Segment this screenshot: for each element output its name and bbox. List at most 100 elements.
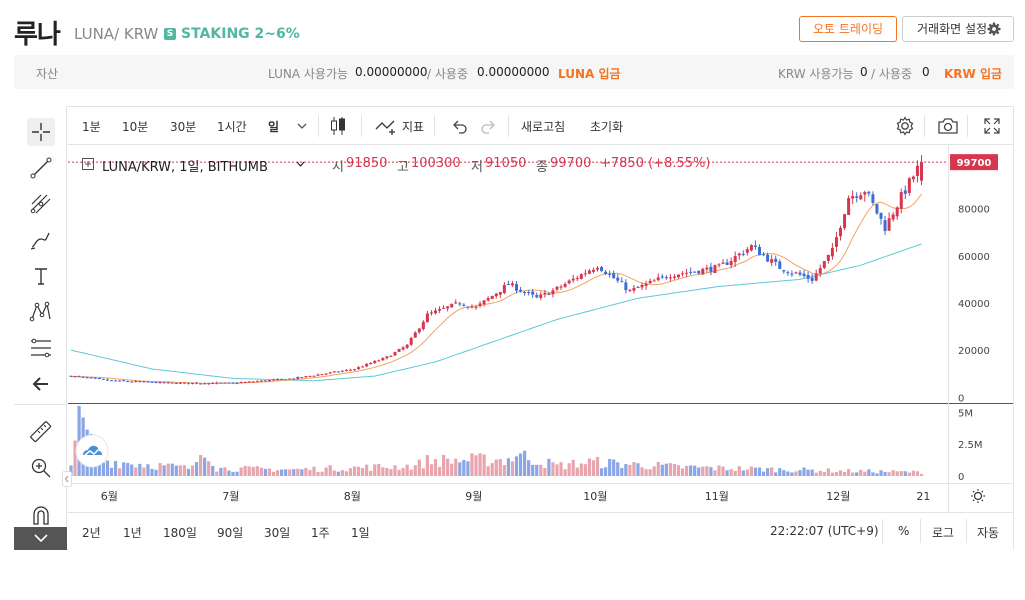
candle-type-icon[interactable] bbox=[328, 115, 348, 137]
candle-body bbox=[855, 196, 859, 198]
volume-bar bbox=[275, 470, 280, 476]
magnet-icon[interactable] bbox=[27, 502, 55, 530]
toolbar-collapse-button[interactable] bbox=[14, 527, 67, 550]
volume-bar bbox=[838, 470, 843, 476]
range-30d[interactable]: 30일 bbox=[264, 526, 291, 540]
text-tool-icon[interactable] bbox=[27, 262, 55, 290]
expand-legend-icon[interactable] bbox=[82, 158, 94, 170]
candle-body bbox=[361, 366, 365, 368]
volume-bar bbox=[794, 471, 798, 476]
candle-body bbox=[332, 371, 336, 373]
price-tick-label: 60000 bbox=[958, 252, 990, 263]
volume-bar bbox=[462, 459, 466, 476]
interval-1hour[interactable]: 1시간 bbox=[217, 120, 247, 134]
chart-settings-icon[interactable] bbox=[894, 115, 916, 137]
toolbar-separator bbox=[924, 115, 925, 137]
volume-bar bbox=[891, 470, 895, 476]
range-1d[interactable]: 1일 bbox=[351, 526, 370, 540]
range-2y[interactable]: 2년 bbox=[82, 526, 101, 540]
zoom-in-icon[interactable] bbox=[27, 454, 55, 482]
candle-body bbox=[591, 269, 595, 272]
trading-pair: LUNA/ KRW bbox=[74, 25, 159, 43]
interval-10min[interactable]: 10분 bbox=[122, 120, 149, 134]
symbol-dropdown-icon[interactable] bbox=[296, 161, 305, 168]
refresh-button[interactable]: 새로고침 bbox=[521, 120, 566, 134]
interval-30min[interactable]: 30분 bbox=[170, 120, 197, 134]
fib-retracement-icon[interactable] bbox=[27, 334, 55, 362]
range-1y[interactable]: 1년 bbox=[123, 526, 142, 540]
interval-1min[interactable]: 1분 bbox=[82, 120, 101, 134]
krw-deposit-link[interactable]: KRW 입금 bbox=[944, 67, 1003, 81]
back-arrow-icon[interactable] bbox=[27, 370, 55, 398]
volume-bar bbox=[680, 468, 685, 476]
trend-line-icon[interactable] bbox=[27, 154, 55, 182]
candle-body bbox=[579, 274, 583, 279]
candle-body bbox=[535, 295, 539, 298]
volume-bar bbox=[604, 467, 608, 476]
volume-bar bbox=[458, 462, 462, 476]
candle-body bbox=[709, 266, 713, 272]
luna-deposit-link[interactable]: LUNA 입금 bbox=[558, 67, 621, 81]
auto-scale-button[interactable]: 자동 bbox=[977, 526, 1000, 540]
volume-bar bbox=[142, 467, 146, 476]
crosshair-icon[interactable] bbox=[27, 118, 55, 146]
axis-settings-icon[interactable] bbox=[971, 489, 985, 503]
ruler-icon[interactable] bbox=[27, 418, 55, 446]
candle-body bbox=[195, 382, 199, 384]
toolbar-separator bbox=[966, 519, 967, 543]
indicator-icon[interactable] bbox=[374, 115, 398, 137]
log-scale-button[interactable]: 로그 bbox=[932, 526, 955, 540]
volume-bar bbox=[166, 463, 170, 476]
undo-icon[interactable] bbox=[451, 117, 469, 135]
volume-bar bbox=[150, 468, 154, 476]
candle-body bbox=[527, 292, 531, 294]
volume-bar bbox=[348, 468, 353, 476]
pitchfork-icon[interactable] bbox=[27, 190, 55, 218]
candle-body bbox=[73, 376, 77, 378]
volume-bar bbox=[361, 468, 365, 476]
brush-icon[interactable] bbox=[27, 226, 55, 254]
pattern-icon[interactable] bbox=[27, 298, 55, 326]
candle-body bbox=[640, 284, 644, 288]
candle-body bbox=[191, 382, 194, 384]
candle-body bbox=[81, 376, 85, 378]
candle-body bbox=[328, 372, 332, 374]
range-180d[interactable]: 180일 bbox=[163, 526, 197, 540]
candle-body bbox=[920, 162, 923, 181]
indicator-button[interactable]: 지표 bbox=[402, 120, 425, 134]
volume-bar bbox=[766, 468, 770, 476]
range-90d[interactable]: 90일 bbox=[217, 526, 244, 540]
pane-collapse-icon[interactable] bbox=[62, 471, 72, 487]
fullscreen-icon[interactable] bbox=[982, 116, 1002, 136]
interval-day[interactable]: 일 bbox=[268, 120, 280, 134]
interval-dropdown-icon[interactable] bbox=[296, 121, 308, 131]
volume-bar bbox=[810, 469, 814, 476]
candle-body bbox=[312, 375, 316, 377]
camera-icon[interactable] bbox=[936, 116, 960, 136]
candle-body bbox=[178, 382, 182, 384]
candle-body bbox=[223, 382, 227, 384]
candle-body bbox=[510, 283, 514, 286]
volume-bar bbox=[563, 469, 567, 476]
percent-scale-button[interactable]: % bbox=[898, 524, 910, 538]
volume-bar bbox=[162, 465, 166, 476]
range-1w[interactable]: 1주 bbox=[311, 526, 330, 540]
candle-body bbox=[681, 273, 685, 275]
low-label: 저 bbox=[471, 160, 483, 175]
volume-bar bbox=[721, 466, 725, 476]
volume-bar bbox=[595, 456, 600, 476]
reset-button[interactable]: 초기화 bbox=[590, 120, 624, 134]
volume-bar bbox=[251, 466, 255, 476]
krw-available-value: 0 bbox=[860, 65, 868, 79]
volume-bar bbox=[170, 463, 174, 476]
screen-settings-button[interactable]: 거래화면 설정 bbox=[902, 16, 1014, 42]
volume-bar bbox=[385, 468, 389, 476]
candle-body bbox=[826, 254, 830, 261]
legend-symbol[interactable]: LUNA/KRW, 1일, BITHUMB bbox=[102, 160, 268, 175]
volume-bar bbox=[567, 463, 571, 476]
candle-body bbox=[409, 337, 413, 345]
volume-bar bbox=[599, 468, 604, 476]
auto-trading-button[interactable]: 오토 트레이딩 bbox=[799, 16, 897, 42]
redo-icon[interactable] bbox=[479, 117, 497, 135]
